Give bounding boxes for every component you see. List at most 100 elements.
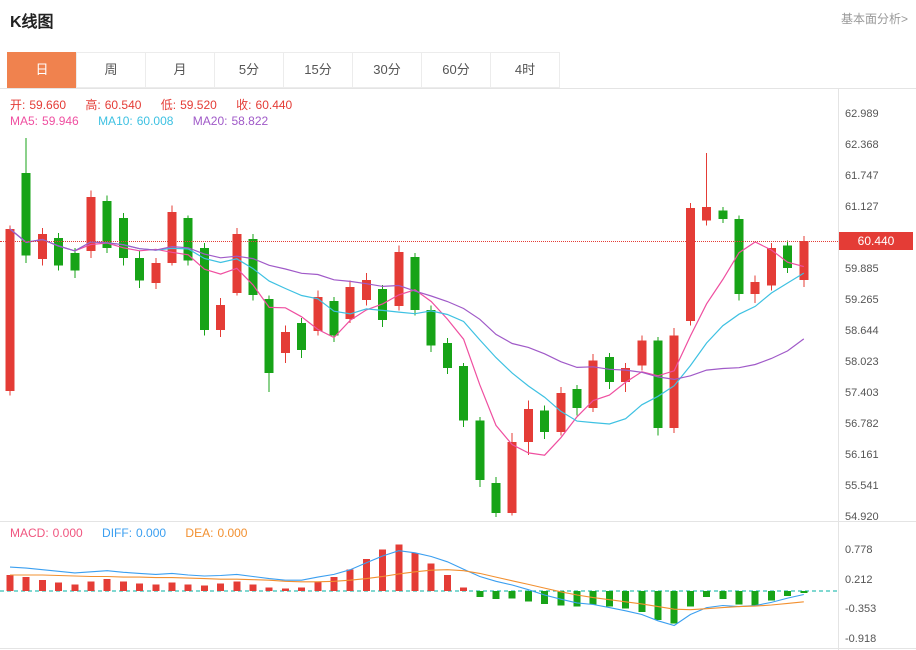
macd-bar-positive (136, 583, 144, 591)
macd-bar-positive (55, 582, 63, 591)
fundamental-analysis-link[interactable]: 基本面分析> (840, 12, 908, 26)
candle-up (345, 287, 355, 319)
candle-up (507, 442, 517, 513)
y-axis-label: 62.989 (845, 107, 879, 120)
macd-bar-negative (735, 590, 743, 605)
candle-down (21, 173, 31, 256)
candle-down (734, 219, 744, 294)
tab-day[interactable]: 日 (7, 52, 77, 88)
candle-down (442, 343, 452, 368)
macd-bar-positive (314, 581, 322, 591)
candle-up (151, 263, 161, 283)
macd-bar-positive (233, 581, 241, 591)
macd-bar-negative (703, 590, 711, 598)
y-axis-label: 62.368 (845, 138, 879, 151)
macd-bar-positive (87, 581, 95, 591)
candle-down (783, 245, 793, 268)
header: K线图 基本面分析> (0, 0, 916, 44)
macd-bar-negative (638, 590, 646, 612)
candle-up (86, 197, 96, 251)
macd-bar-positive (330, 577, 338, 591)
macd-bar-negative (524, 590, 532, 602)
candle-up (313, 297, 323, 331)
period-tabs: 日周月 5分 15分 30分 60分 4时 (7, 52, 560, 88)
macd-bar-negative (476, 590, 484, 598)
diff-line (9, 550, 804, 627)
y-axis-label: 57.403 (845, 386, 879, 399)
macd-bar-positive (168, 582, 176, 591)
macd-axis-label: -0.353 (845, 603, 877, 616)
macd-axis-label: 0.212 (845, 573, 873, 586)
candle-up (5, 229, 15, 391)
candle-up (523, 409, 533, 442)
chart-container: 开: 59.660 高: 60.540 低: 59.520 收: 60.440 MA5:… (0, 88, 916, 650)
macd-bar-negative (492, 590, 500, 600)
y-axis-label: 58.023 (845, 355, 879, 368)
macd-bar-negative (800, 590, 808, 593)
candle-down (540, 410, 550, 432)
y-axis-label: 61.747 (845, 169, 879, 182)
macd-bar-positive (152, 584, 160, 591)
macd-bar-negative (541, 590, 549, 604)
tab-month[interactable]: 月 (145, 52, 215, 88)
candle-up (750, 282, 760, 294)
macd-bar-positive (38, 580, 46, 591)
macd-chart[interactable] (0, 522, 838, 650)
macd-bar-positive (6, 574, 14, 591)
y-axis-label: 58.644 (845, 324, 879, 337)
tab-60min[interactable]: 60分 (421, 52, 491, 88)
macd-bar-positive (362, 559, 370, 591)
macd-bar-negative (719, 590, 727, 600)
candle-down (248, 239, 258, 295)
candle-down (410, 257, 420, 310)
y-axis-label: 56.161 (845, 448, 879, 461)
tab-15min[interactable]: 15分 (283, 52, 353, 88)
candle-down (297, 323, 307, 350)
candle-down (118, 218, 128, 258)
tab-5min[interactable]: 5分 (214, 52, 284, 88)
macd-bar-positive (200, 585, 208, 591)
price-axis (838, 89, 916, 650)
ma20-line (9, 228, 805, 381)
y-axis-label: 54.920 (845, 511, 879, 523)
candle-down (199, 248, 209, 330)
candle-down (135, 258, 145, 281)
macd-bar-positive (217, 583, 225, 591)
candlestick-chart[interactable] (0, 89, 838, 521)
macd-bar-positive (460, 587, 468, 591)
candle-down (459, 366, 469, 421)
macd-bar-negative (670, 590, 678, 624)
candle-up (216, 305, 226, 330)
current-price-line (0, 241, 838, 242)
candle-up (556, 393, 566, 432)
candle-up (361, 280, 371, 300)
candle-up (167, 212, 177, 263)
dea-line (10, 569, 804, 611)
tab-30min[interactable]: 30分 (352, 52, 422, 88)
y-axis-label: 61.127 (845, 200, 879, 213)
macd-bar-positive (249, 584, 257, 591)
candle-down (70, 253, 80, 271)
macd-bar-negative (557, 590, 565, 606)
pane-divider (0, 521, 916, 522)
macd-bar-negative (605, 590, 613, 607)
macd-bar-positive (103, 579, 111, 591)
macd-axis-label: 0.778 (845, 543, 873, 556)
page-title: K线图 (10, 14, 54, 31)
tab-4hour[interactable]: 4时 (490, 52, 560, 88)
macd-bar-negative (767, 590, 775, 601)
macd-bar-positive (395, 544, 403, 591)
candle-down (475, 420, 485, 480)
candle-down (718, 210, 728, 219)
macd-bar-positive (265, 587, 273, 591)
candle-up (394, 252, 404, 306)
candle-down (491, 483, 501, 513)
macd-bar-negative (573, 590, 581, 607)
y-axis-label: 59.265 (845, 293, 879, 306)
macd-bar-negative (622, 590, 630, 609)
macd-bar-positive (443, 574, 451, 591)
macd-bar-positive (281, 588, 289, 591)
candle-up (799, 241, 809, 280)
macd-bar-negative (686, 590, 694, 607)
tab-week[interactable]: 周 (76, 52, 146, 88)
